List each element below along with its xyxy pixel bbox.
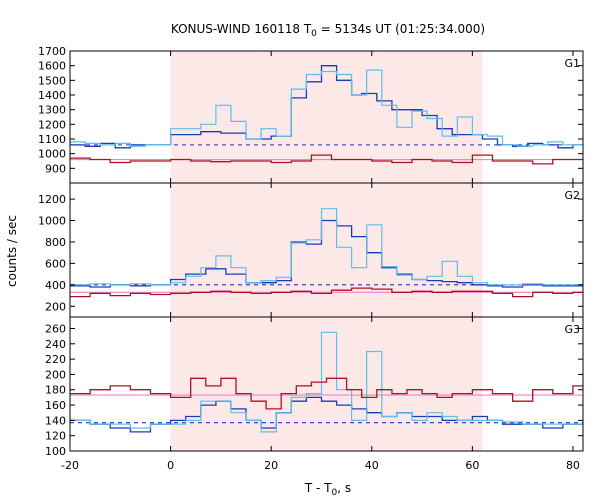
- y-tick-label: 260: [45, 322, 66, 335]
- y-tick-label: 100: [45, 445, 66, 458]
- x-tick-label: 60: [465, 459, 479, 472]
- y-tick-label: 160: [45, 399, 66, 412]
- series-red-step-g3: [70, 377, 583, 410]
- panel-g1-plot: [70, 65, 583, 165]
- series-red-step-g1: [70, 154, 583, 165]
- series-red-step-g2: [70, 287, 583, 298]
- series-dark-blue-step-g3: [70, 396, 583, 433]
- y-tick-label: 1200: [38, 193, 66, 206]
- panel-g2-plot: [70, 208, 583, 298]
- y-tick-label: 220: [45, 353, 66, 366]
- y-tick-label: 200: [45, 368, 66, 381]
- y-tick-label: 800: [45, 236, 66, 249]
- x-tick-label: 80: [566, 459, 580, 472]
- y-tick-label: 200: [45, 300, 66, 313]
- y-tick-label: 400: [45, 279, 66, 292]
- x-axis-label-subscript: 0: [332, 488, 338, 498]
- x-axis-label-suffix: , s: [337, 481, 351, 495]
- y-tick-label: 1500: [38, 74, 66, 87]
- y-tick-label: 120: [45, 430, 66, 443]
- x-tick-label: 0: [167, 459, 174, 472]
- highlight-interval-g1: [170, 51, 483, 183]
- panel-frame-g3: [69, 316, 584, 452]
- x-axis-label: T - T0, s: [304, 481, 351, 498]
- panel-label-g3: G3: [564, 323, 580, 336]
- x-tick-label: 20: [264, 459, 278, 472]
- series-light-blue-step-g1: [70, 69, 583, 147]
- panel-g3-plot: [70, 331, 583, 433]
- highlight-interval-g2: [170, 183, 483, 317]
- y-tick-label: 140: [45, 414, 66, 427]
- chart-title-suffix: = 5134s UT (01:25:34.000): [317, 22, 485, 36]
- y-tick-label: 180: [45, 384, 66, 397]
- series-light-blue-step-g2: [70, 208, 583, 286]
- y-tick-label: 240: [45, 338, 66, 351]
- y-tick-label: 1000: [38, 215, 66, 228]
- y-axis-label: counts / sec: [5, 215, 19, 287]
- y-tick-label: 1300: [38, 104, 66, 117]
- x-tick-label: 40: [365, 459, 379, 472]
- y-tick-label: 1400: [38, 89, 66, 102]
- y-tick-label: 1200: [38, 118, 66, 131]
- y-tick-label: 900: [45, 162, 66, 175]
- y-tick-label: 1000: [38, 148, 66, 161]
- y-tick-label: 1700: [38, 45, 66, 58]
- chart-title-subscript: 0: [311, 29, 317, 39]
- y-tick-label: 600: [45, 257, 66, 270]
- chart-title-prefix: KONUS-WIND 160118 T: [171, 22, 312, 36]
- panel-label-g2: G2: [564, 189, 580, 202]
- chart-title: KONUS-WIND 160118 T0 = 5134s UT (01:25:3…: [171, 22, 485, 39]
- x-tick-label: -20: [61, 459, 79, 472]
- panel-label-g1: G1: [564, 57, 580, 70]
- y-tick-label: 1100: [38, 133, 66, 146]
- highlight-interval-g3: [170, 317, 483, 451]
- x-axis-label-prefix: T - T: [304, 481, 332, 495]
- series-light-blue-step-g3: [70, 331, 583, 433]
- y-tick-label: 1600: [38, 60, 66, 73]
